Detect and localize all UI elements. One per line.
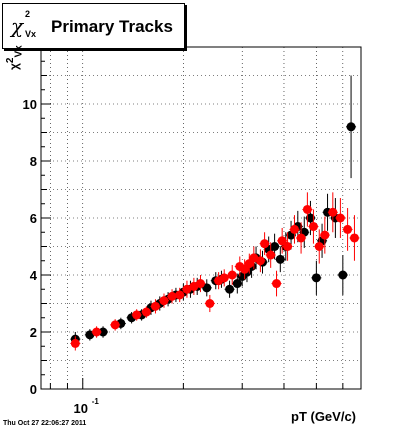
y-axis-label-sup: 2	[5, 57, 16, 64]
data-point	[92, 327, 102, 337]
data-point	[266, 250, 276, 260]
data-point	[260, 239, 270, 249]
data-point	[227, 270, 237, 280]
data-point	[328, 207, 338, 217]
y-tick-label: 0	[30, 382, 37, 397]
data-point	[314, 242, 324, 251]
data-point	[182, 284, 192, 294]
data-point	[255, 256, 265, 266]
data-point	[338, 270, 348, 280]
data-point	[159, 296, 169, 306]
data-point	[132, 310, 142, 320]
data-point	[195, 279, 205, 289]
y-axis-label-symbol: χ	[7, 63, 21, 70]
data-point	[141, 307, 151, 317]
data-point	[175, 290, 185, 300]
data-point	[296, 233, 306, 243]
data-point	[232, 279, 242, 289]
data-point	[150, 301, 160, 311]
chart-title: Primary Tracks	[51, 17, 173, 36]
data-point	[311, 273, 321, 283]
data-point	[202, 283, 212, 293]
data-point	[98, 327, 108, 337]
y-tick-label: 4	[30, 268, 38, 283]
y-axis-label: χ2Vx	[5, 45, 27, 78]
data-point	[305, 213, 315, 223]
title-subscript: Vx	[25, 29, 37, 39]
y-tick-label: 10	[23, 97, 37, 112]
data-point	[277, 236, 287, 246]
data-point	[270, 242, 280, 251]
data-point	[335, 213, 345, 223]
data-point	[85, 330, 95, 340]
data-point	[346, 122, 356, 132]
y-axis-label-sub: Vx	[13, 45, 25, 58]
x-tick-label: 10	[74, 401, 88, 416]
y-tick-label: 2	[30, 325, 37, 340]
data-point	[110, 320, 120, 330]
data-point	[225, 284, 235, 294]
data-point	[205, 299, 215, 308]
data-point	[302, 204, 312, 214]
chart-title-box: χ 2 Vx Primary Tracks	[2, 3, 185, 49]
data-point	[70, 338, 80, 348]
y-tick-label: 8	[30, 154, 37, 169]
data-point	[289, 224, 299, 234]
x-tick-label-exponent: -1	[92, 397, 100, 406]
timestamp: Thu Oct 27 22:06:27 2011	[3, 420, 87, 427]
data-point	[272, 279, 282, 289]
data-point	[219, 273, 229, 283]
title-superscript: 2	[25, 9, 31, 19]
data-point	[283, 242, 293, 251]
data-point	[343, 224, 353, 234]
data-point	[308, 222, 318, 232]
data-point	[320, 230, 330, 240]
data-point	[349, 233, 359, 243]
data-point	[167, 291, 177, 301]
x-axis-label: pT (GeV/c)	[291, 409, 357, 424]
title-symbol: χ	[11, 14, 24, 38]
data-point	[275, 254, 285, 264]
y-tick-label: 6	[30, 211, 37, 226]
